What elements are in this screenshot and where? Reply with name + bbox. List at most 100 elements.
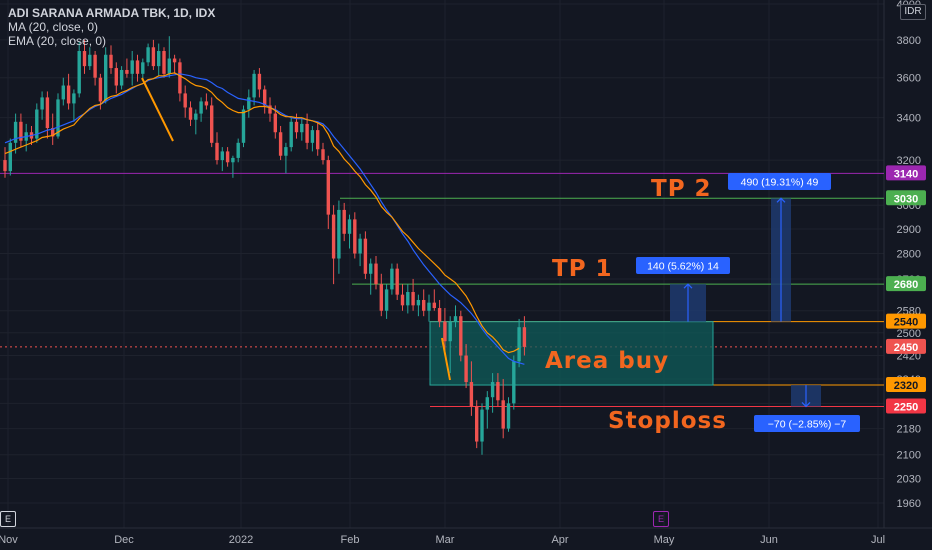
price-tag-label: 2680 [894, 279, 918, 291]
candle-body [236, 142, 240, 158]
candle-body [490, 382, 495, 398]
price-tag-label: 3030 [894, 193, 918, 205]
y-tick-label: 2900 [897, 224, 921, 236]
y-tick-label: 2100 [897, 450, 921, 462]
price-tag-label: 2450 [894, 342, 918, 354]
x-tick-label: 2022 [229, 534, 253, 546]
measure-label-box [754, 415, 860, 432]
candle-body [453, 316, 458, 322]
y-tick-label: 2180 [897, 424, 921, 436]
candle-body [130, 60, 134, 74]
trend-line [441, 337, 451, 381]
candle-body [469, 382, 474, 407]
measure-label-box [636, 257, 730, 274]
currency-label[interactable]: IDR [900, 4, 926, 20]
candle-body [72, 93, 76, 104]
candle-body [501, 400, 505, 429]
candle-body [411, 292, 415, 306]
candles [3, 36, 527, 455]
measure-arrow-head [776, 197, 786, 203]
candle-body [369, 263, 373, 274]
earnings-event-badge[interactable]: E [653, 511, 669, 527]
candle-body [347, 219, 352, 234]
measure-arrow-head [683, 283, 693, 289]
indicators [4, 72, 525, 365]
candle-body [172, 58, 177, 63]
annotation-text: Area buy [545, 348, 669, 374]
candle-body [40, 97, 44, 110]
candle-body [358, 238, 362, 254]
candle-body [45, 97, 50, 129]
candle-body [379, 284, 383, 311]
candle-body [437, 308, 442, 322]
candle-body [210, 105, 214, 143]
x-tick-label: May [654, 534, 675, 546]
candle-body [485, 397, 489, 410]
candle-body [432, 302, 436, 309]
candle-body [141, 62, 145, 74]
price-tag [886, 276, 926, 292]
candle-body [19, 121, 23, 141]
candle-body [247, 97, 251, 110]
price-tag [886, 313, 926, 329]
candle-body [342, 209, 346, 234]
x-tick-label: Feb [341, 534, 360, 546]
y-tick-label: 3800 [897, 35, 921, 47]
zones[interactable] [429, 321, 714, 386]
price-tag [886, 338, 926, 354]
candle-body [422, 299, 426, 311]
candle-body [66, 85, 71, 104]
candle-body [284, 147, 288, 156]
candle-body [374, 263, 378, 285]
candle-body [400, 294, 405, 306]
x-tick-label: Jul [871, 534, 885, 546]
x-tick-label: Apr [551, 534, 568, 546]
annotation-text: Stoploss [608, 408, 727, 434]
candle-body [512, 361, 516, 404]
candle-body [252, 73, 256, 98]
price-tag [886, 377, 926, 393]
candle-body [77, 51, 81, 94]
measure-label-box [728, 173, 831, 190]
candle-body [300, 123, 304, 133]
candle-body [480, 409, 484, 442]
candle-body [289, 121, 293, 148]
x-tick-label: Mar [436, 534, 455, 546]
candle-body [146, 47, 150, 63]
candle-body [316, 130, 320, 150]
drawings[interactable]: 490 (19.31%) 49 140 (5.62%) 14 −70 (−2.85%… [141, 77, 860, 432]
candle-body [199, 101, 203, 114]
trend-line [141, 77, 174, 142]
candle-body [241, 109, 246, 143]
x-tick-label: Nov [0, 534, 18, 546]
candle-body [3, 160, 7, 172]
candle-body [522, 327, 527, 347]
price-tag [886, 190, 926, 206]
candle-body [220, 151, 224, 161]
price-tag [886, 398, 926, 414]
candle-body [321, 149, 325, 161]
candle-body [337, 209, 341, 259]
candle-body [135, 60, 140, 74]
candle-body [215, 142, 219, 161]
candle-body [162, 51, 166, 74]
candle-body [326, 160, 330, 215]
candle-body [188, 107, 193, 120]
measure-label: 490 (19.31%) 49 [741, 177, 819, 189]
legend-ma: MA (20, close, 0) [8, 20, 99, 34]
candle-body [268, 105, 272, 114]
price-tag-label: 3140 [894, 168, 918, 180]
candle-body [390, 268, 394, 290]
earnings-badge-left[interactable]: E [0, 511, 16, 527]
candle-body [496, 382, 500, 401]
candle-body [183, 93, 187, 108]
candle-body [363, 238, 368, 274]
measure-label: −70 (−2.85%) −7 [768, 419, 847, 431]
candle-body [8, 142, 12, 172]
y-tick-label: 2030 [897, 473, 921, 485]
candle-body [464, 355, 468, 383]
candle-body [448, 321, 452, 342]
annotations[interactable]: TP 2 TP 1 Area buy Stoploss [545, 176, 727, 434]
candle-body [395, 268, 399, 295]
